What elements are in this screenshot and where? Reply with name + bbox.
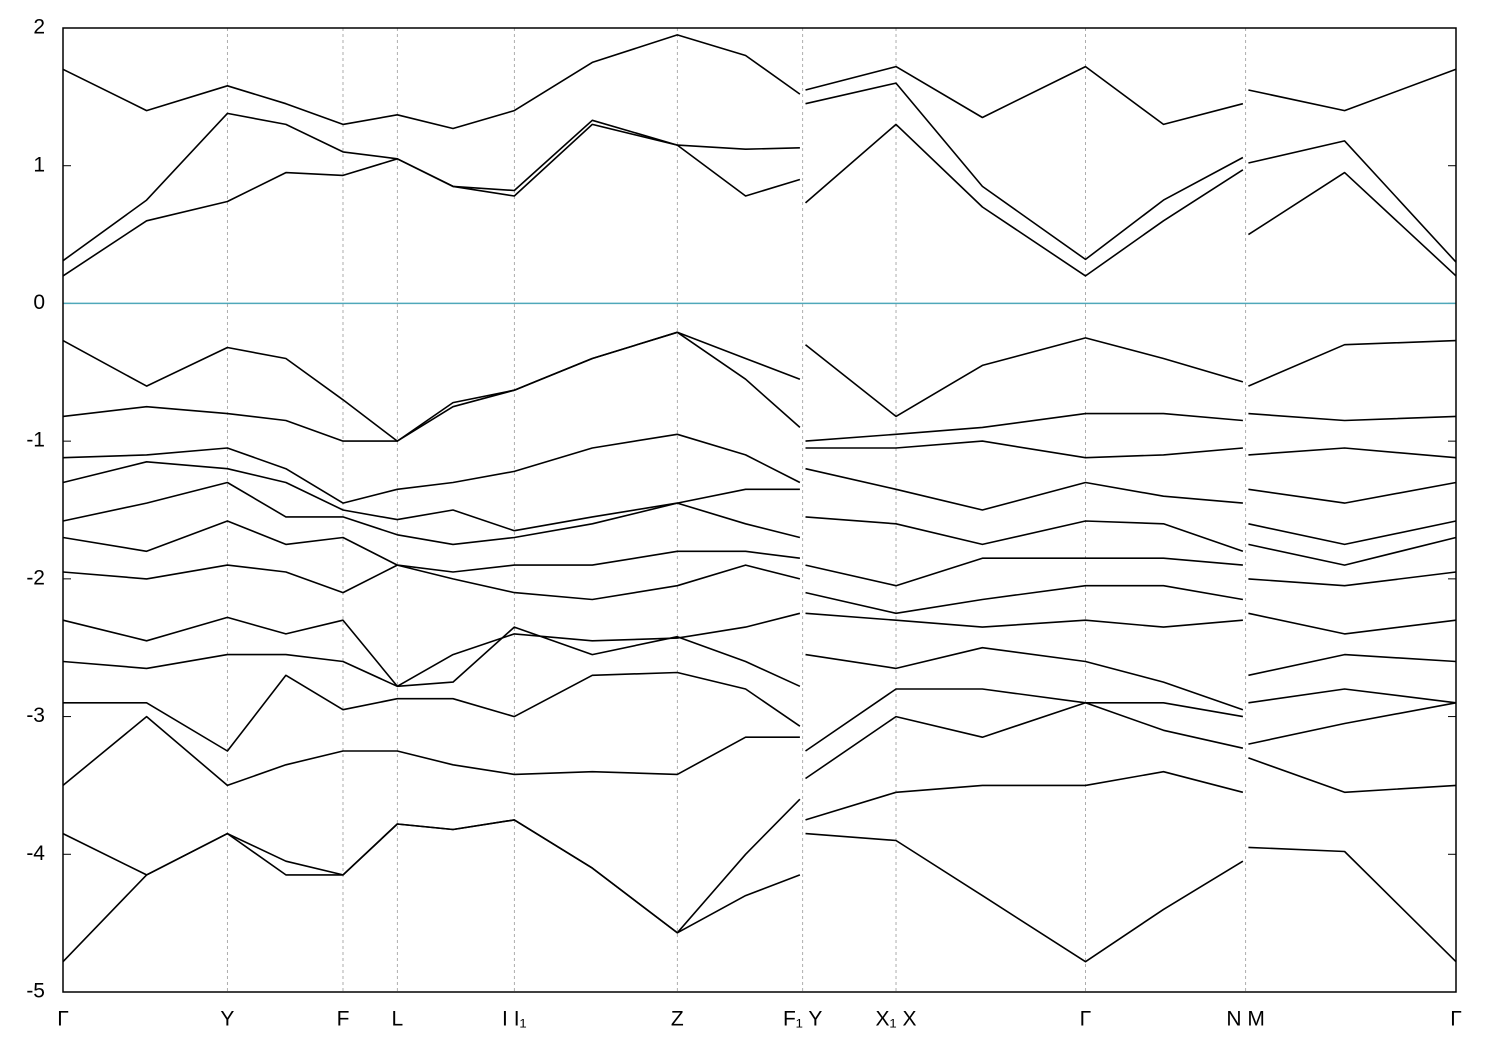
band-line — [62, 819, 1457, 963]
band-line — [62, 82, 1457, 263]
x-tick-label: X₁ X — [876, 1008, 917, 1031]
y-tick-label: -4 — [26, 842, 45, 865]
y-tick-label: -1 — [26, 429, 45, 452]
y-tick-label: -2 — [26, 566, 45, 589]
band-line — [63, 671, 1457, 752]
band-line — [62, 564, 1457, 615]
x-tick-label: Γ — [57, 1008, 69, 1031]
y-tick-label: -3 — [26, 704, 45, 727]
plot-frame — [62, 27, 1457, 993]
band-line — [62, 123, 1457, 277]
x-tick-label: F — [337, 1008, 350, 1031]
x-tick-label: N M — [1226, 1008, 1265, 1031]
x-tick-label: F₁ Y — [783, 1008, 822, 1031]
x-tick-label: L — [391, 1008, 403, 1031]
y-tick-label: 2 — [33, 16, 45, 39]
band-line — [62, 702, 1457, 787]
band-line — [62, 331, 1457, 442]
band-line — [62, 520, 1457, 587]
x-tick-label: Γ — [1450, 1008, 1462, 1031]
band-line — [62, 433, 1457, 504]
x-tick-label: Y — [220, 1008, 234, 1031]
y-tick-label: 1 — [33, 153, 45, 176]
band-line — [62, 34, 1457, 130]
band-line — [62, 331, 1457, 442]
x-tick-label: I I₁ — [502, 1008, 527, 1031]
grid — [62, 27, 1457, 993]
x-tick-label: Γ — [1080, 1008, 1092, 1031]
band-line — [62, 481, 1457, 553]
tick-labels: -5 -4 -3 -2 -1 0 1 2 Γ Y F L I I₁ Z F₁ Y X₁ X Γ N M Γ — [26, 16, 1461, 1031]
x-tick-label: Z — [671, 1008, 684, 1031]
bands — [62, 34, 1457, 963]
band-line — [62, 757, 1457, 934]
band-line — [62, 612, 1457, 688]
y-tick-label: 0 — [33, 291, 45, 314]
band-line — [62, 626, 1457, 711]
band-line — [62, 461, 1457, 532]
y-tick-label: -5 — [26, 980, 45, 1003]
